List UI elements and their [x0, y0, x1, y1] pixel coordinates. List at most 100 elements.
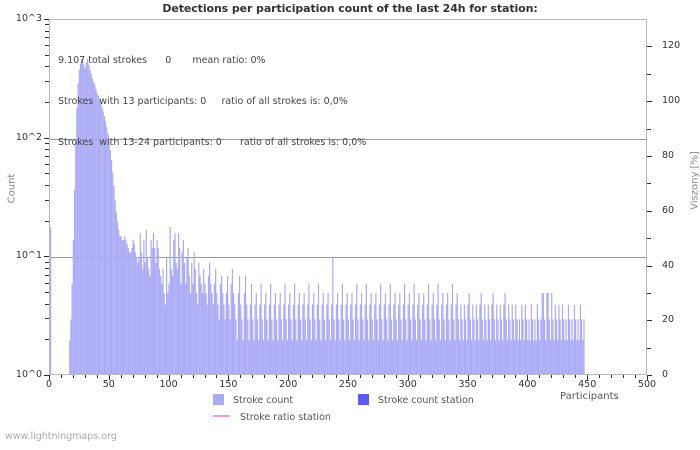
bar	[317, 283, 320, 374]
bar	[246, 304, 248, 374]
bar	[353, 340, 355, 374]
bar	[506, 340, 509, 374]
bar	[152, 233, 155, 374]
bar	[168, 283, 170, 374]
bar	[150, 239, 152, 374]
x-tick-minor	[563, 375, 565, 378]
bar	[439, 340, 442, 374]
bar	[262, 340, 265, 374]
bar	[502, 340, 504, 374]
bar	[482, 340, 485, 374]
y-tick-right-minor	[647, 238, 651, 240]
x-tick-minor	[192, 375, 194, 378]
bar	[486, 340, 488, 374]
y-tick-right-minor	[647, 73, 651, 75]
bar	[72, 239, 74, 374]
bar	[264, 304, 266, 374]
bar	[465, 319, 467, 374]
bar	[364, 304, 366, 374]
y-tick-left-minor	[45, 143, 49, 145]
bar	[111, 160, 113, 374]
x-tick-minor	[72, 375, 74, 378]
x-tick-minor	[479, 375, 481, 378]
bar	[145, 229, 147, 374]
bar	[404, 283, 406, 374]
bar	[401, 340, 403, 374]
x-tick-label: 0	[45, 379, 53, 390]
bar	[187, 247, 189, 374]
bar	[87, 58, 89, 374]
x-tick-minor	[312, 375, 314, 378]
bar	[496, 304, 498, 374]
bar	[250, 283, 253, 374]
bar	[474, 340, 476, 374]
bar	[311, 304, 314, 374]
y-tick-right	[647, 210, 652, 212]
bar	[136, 257, 138, 374]
bar	[322, 293, 324, 374]
y-tick-right	[647, 101, 652, 103]
y-tick-left-minor	[45, 156, 49, 157]
bar	[389, 283, 391, 374]
bar	[369, 304, 371, 374]
bar	[315, 340, 317, 374]
bar	[203, 268, 205, 374]
y-tick-left-minor	[45, 164, 49, 165]
bar	[346, 293, 348, 374]
bar	[386, 319, 388, 374]
bar	[491, 304, 493, 374]
x-tick-minor	[515, 375, 517, 378]
x-tick-minor	[276, 375, 278, 378]
bar	[472, 304, 474, 374]
bar	[229, 319, 231, 374]
bar	[124, 236, 126, 374]
bar	[273, 304, 275, 374]
bar	[308, 283, 310, 374]
y-tick-label-right: 100	[662, 95, 681, 107]
bar	[354, 304, 357, 374]
bar	[466, 340, 468, 374]
bar	[298, 293, 300, 374]
bar	[266, 319, 268, 374]
bar	[280, 319, 283, 374]
bar	[84, 67, 86, 374]
bar	[103, 116, 106, 374]
bar	[426, 304, 428, 374]
bar	[157, 247, 159, 374]
bar	[128, 252, 131, 374]
bar	[521, 304, 523, 374]
bar	[350, 304, 352, 374]
y-tick-left-minor	[45, 303, 49, 305]
bar	[230, 283, 232, 374]
gridline-1e1	[50, 257, 646, 259]
bar	[573, 304, 576, 374]
bar	[70, 319, 72, 374]
bar	[557, 340, 559, 374]
bar	[394, 293, 396, 374]
bar	[134, 252, 137, 374]
bar	[460, 304, 462, 374]
x-tick-minor	[551, 375, 553, 378]
bar	[236, 340, 238, 374]
bar	[79, 63, 82, 374]
bar	[344, 340, 346, 374]
y-axis-title-left: Count	[6, 173, 18, 204]
x-tick-minor	[599, 375, 601, 378]
y-tick-left-minor	[45, 101, 49, 103]
bar	[133, 243, 135, 374]
bar	[551, 293, 553, 374]
bar	[164, 304, 167, 374]
bar	[456, 293, 458, 374]
bar	[378, 304, 381, 374]
bar	[542, 293, 544, 374]
bar	[499, 304, 501, 374]
bar	[181, 252, 183, 374]
y-tick-label-left: 10^2	[15, 131, 42, 143]
bar	[285, 319, 287, 374]
bar	[116, 221, 119, 374]
y-axis-title-right: Viszony [%]	[689, 151, 700, 210]
y-tick-left	[44, 137, 49, 139]
bar	[571, 319, 573, 374]
y-tick-label-right: 40	[662, 259, 675, 271]
